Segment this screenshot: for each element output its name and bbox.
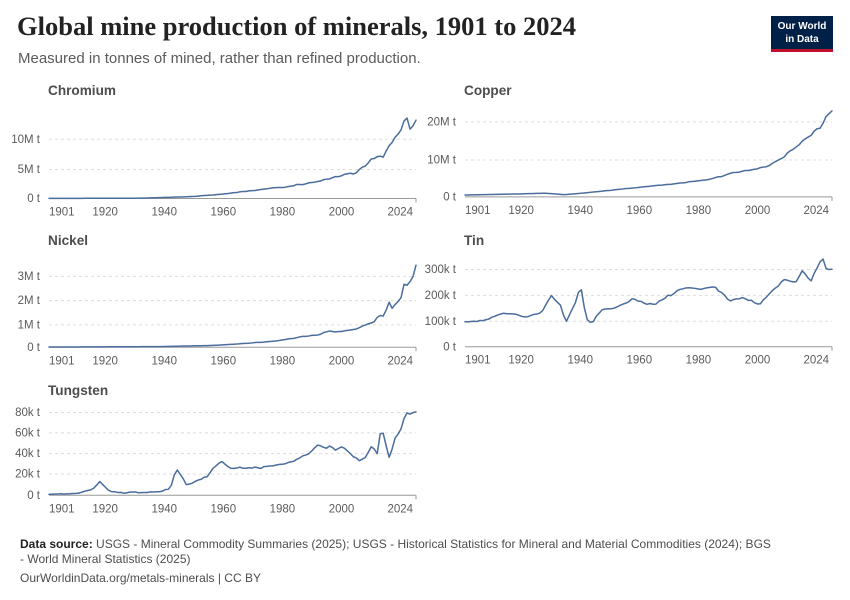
svg-text:1920: 1920 xyxy=(508,205,534,217)
svg-text:1M t: 1M t xyxy=(18,320,41,332)
svg-text:1901: 1901 xyxy=(49,355,75,367)
svg-text:20M t: 20M t xyxy=(427,117,457,129)
svg-text:2000: 2000 xyxy=(744,355,770,367)
svg-text:0 t: 0 t xyxy=(27,193,41,205)
svg-text:2024: 2024 xyxy=(803,355,829,367)
svg-text:2000: 2000 xyxy=(744,205,770,217)
svg-text:5M t: 5M t xyxy=(18,164,41,176)
svg-text:2000: 2000 xyxy=(329,355,355,367)
svg-text:40k t: 40k t xyxy=(15,448,41,460)
svg-text:1920: 1920 xyxy=(508,355,534,367)
svg-text:100k t: 100k t xyxy=(424,316,456,328)
svg-text:0 t: 0 t xyxy=(443,341,457,353)
svg-text:1940: 1940 xyxy=(151,503,177,515)
svg-text:Tungsten: Tungsten xyxy=(48,383,108,398)
svg-text:Nickel: Nickel xyxy=(48,233,88,248)
svg-text:1960: 1960 xyxy=(211,503,237,515)
svg-text:1960: 1960 xyxy=(626,355,652,367)
svg-text:10M t: 10M t xyxy=(11,134,41,146)
svg-text:2024: 2024 xyxy=(387,355,413,367)
svg-text:2M t: 2M t xyxy=(18,295,41,307)
svg-text:1980: 1980 xyxy=(270,207,296,219)
svg-text:Chromium: Chromium xyxy=(48,83,116,98)
svg-text:1901: 1901 xyxy=(465,205,491,217)
svg-text:1980: 1980 xyxy=(685,355,711,367)
svg-text:80k t: 80k t xyxy=(15,407,41,419)
svg-text:1960: 1960 xyxy=(211,207,237,219)
svg-text:2000: 2000 xyxy=(329,503,355,515)
svg-text:60k t: 60k t xyxy=(15,428,41,440)
svg-text:1940: 1940 xyxy=(567,355,593,367)
svg-text:200k t: 200k t xyxy=(424,290,456,302)
svg-text:0 t: 0 t xyxy=(27,342,41,354)
svg-text:Tin: Tin xyxy=(464,233,484,248)
svg-text:2024: 2024 xyxy=(803,205,829,217)
svg-text:2024: 2024 xyxy=(387,503,413,515)
svg-text:300k t: 300k t xyxy=(424,264,456,276)
svg-text:1920: 1920 xyxy=(92,355,118,367)
svg-text:2024: 2024 xyxy=(387,207,413,219)
svg-text:1901: 1901 xyxy=(49,207,75,219)
svg-text:0 t: 0 t xyxy=(27,490,41,502)
svg-text:1980: 1980 xyxy=(270,355,296,367)
svg-text:Copper: Copper xyxy=(464,83,512,98)
svg-text:20k t: 20k t xyxy=(15,469,41,481)
svg-text:10M t: 10M t xyxy=(427,155,457,167)
svg-text:1901: 1901 xyxy=(465,355,491,367)
svg-text:1940: 1940 xyxy=(151,355,177,367)
svg-text:1920: 1920 xyxy=(92,503,118,515)
svg-text:1960: 1960 xyxy=(626,205,652,217)
svg-text:1940: 1940 xyxy=(151,207,177,219)
svg-text:1940: 1940 xyxy=(567,205,593,217)
svg-text:3M t: 3M t xyxy=(18,271,41,283)
svg-text:1960: 1960 xyxy=(211,355,237,367)
svg-text:1901: 1901 xyxy=(49,503,75,515)
svg-text:1980: 1980 xyxy=(270,503,296,515)
svg-text:2000: 2000 xyxy=(329,207,355,219)
svg-text:0 t: 0 t xyxy=(443,192,457,204)
svg-text:1980: 1980 xyxy=(685,205,711,217)
svg-text:1920: 1920 xyxy=(92,207,118,219)
